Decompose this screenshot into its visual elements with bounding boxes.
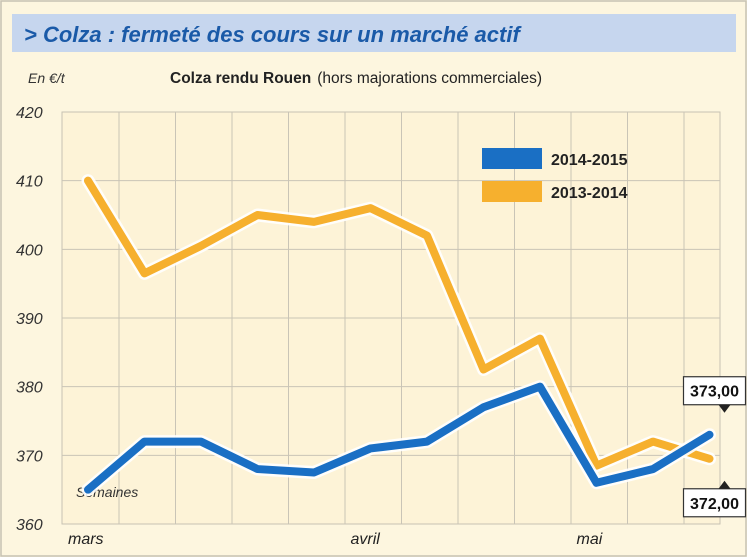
y-tick-label: 370 xyxy=(16,448,43,465)
y-tick-label: 410 xyxy=(16,174,43,191)
series-layer xyxy=(81,174,716,497)
x-axis-ticks: mars avril mai xyxy=(68,531,603,548)
annotations: 373,00 372,00 xyxy=(682,376,747,518)
y-tick-label: 400 xyxy=(16,242,43,259)
y-tick-label: 420 xyxy=(16,105,43,122)
y-tick-label: 360 xyxy=(16,517,43,534)
legend-swatch-2013-2014 xyxy=(482,181,542,202)
callout-pointer xyxy=(718,480,731,489)
legend-label-2014-2015: 2014-2015 xyxy=(551,152,628,169)
x-tick-label: mai xyxy=(577,531,603,548)
y-tick-label: 380 xyxy=(16,380,43,397)
chart-title-line: Colza rendu Rouen (hors majorations comme… xyxy=(170,70,542,87)
chart-subtitle: (hors majorations commerciales) xyxy=(317,70,542,87)
y-tick-label: 390 xyxy=(16,311,43,328)
callout-box xyxy=(682,376,747,406)
legend-swatch-2014-2015 xyxy=(482,148,542,169)
chart-header-title: > Colza : fermeté des cours sur un march… xyxy=(24,22,522,47)
chart-title: Colza rendu Rouen xyxy=(170,70,311,87)
legend-label-2013-2014: 2013-2014 xyxy=(551,185,628,202)
x-tick-label: avril xyxy=(351,531,381,548)
value-callout: 372,00 xyxy=(682,480,747,518)
callout-value: 372,00 xyxy=(690,496,739,513)
y-axis-unit-label: En €/t xyxy=(28,70,66,86)
series-line-2013-2014 xyxy=(84,176,714,470)
callout-value: 373,00 xyxy=(690,384,739,401)
x-tick-label: mars xyxy=(68,531,104,548)
callout-pointer xyxy=(718,404,731,413)
header-banner xyxy=(12,14,736,52)
legend: 2014-2015 2013-2014 xyxy=(482,148,628,202)
value-callout: 373,00 xyxy=(682,376,747,413)
series-line-2014-2015 xyxy=(84,382,714,494)
callout-box xyxy=(682,488,747,518)
y-axis-ticks: 360 370 380 390 400 410 420 xyxy=(16,105,43,534)
horizontal-gridlines xyxy=(62,180,720,456)
